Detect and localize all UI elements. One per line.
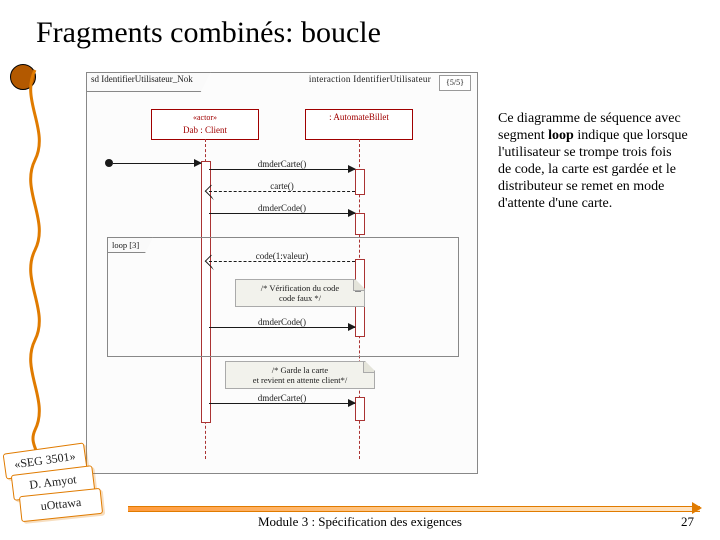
lifeline-head-client: «actor» Dab : Client bbox=[151, 109, 259, 140]
message-call: dmderCarte() bbox=[209, 393, 355, 405]
badge-stack: «SEG 3501» D. Amyot uOttawa bbox=[4, 448, 124, 520]
message-call: dmderCode() bbox=[209, 203, 355, 215]
lifeline-name: : AutomateBillet bbox=[329, 112, 389, 122]
frame-label: sd IdentifierUtilisateur_Nok bbox=[86, 72, 211, 92]
explanation-paragraph: Ce diagramme de séquence avec segment lo… bbox=[498, 110, 688, 212]
footer: Module 3 : Spécification des exigences 2… bbox=[0, 514, 720, 532]
found-message-icon bbox=[105, 159, 113, 167]
comment-line: /* Vérification du code bbox=[261, 283, 339, 293]
activation-bar bbox=[355, 397, 365, 421]
activation-bar bbox=[355, 169, 365, 195]
comment-line: /* Garde la carte bbox=[272, 365, 328, 375]
note-fold-icon bbox=[363, 362, 374, 373]
loop-label: loop [3] bbox=[107, 237, 153, 253]
message-label: dmderCarte() bbox=[258, 393, 306, 403]
footer-module: Module 3 : Spécification des exigences bbox=[0, 514, 720, 530]
message-reply: carte() bbox=[209, 181, 355, 193]
lifeline-name: Dab : Client bbox=[183, 125, 227, 135]
message-label: dmderCode() bbox=[258, 203, 306, 213]
sequence-diagram-frame: sd IdentifierUtilisateur_Nok interaction… bbox=[86, 72, 478, 474]
message-call: dmderCode() bbox=[209, 317, 355, 329]
interaction-label: interaction IdentifierUtilisateur bbox=[309, 74, 431, 84]
message-reply: code(1:valeur) bbox=[209, 251, 355, 263]
lifeline-head-automate: : AutomateBillet bbox=[305, 109, 413, 140]
message-label: dmderCarte() bbox=[258, 159, 306, 169]
decor-wavy-line bbox=[18, 70, 52, 460]
message-label: dmderCode() bbox=[258, 317, 306, 327]
message-label: code(1:valeur) bbox=[256, 251, 308, 261]
message-found bbox=[113, 153, 201, 165]
footer-pageno: 27 bbox=[681, 514, 694, 530]
message-label: carte() bbox=[270, 181, 293, 191]
comment-line: code faux */ bbox=[279, 293, 321, 303]
para-bold: loop bbox=[548, 128, 574, 143]
arrow-right-icon bbox=[692, 502, 702, 514]
comment-anchor bbox=[355, 291, 361, 292]
comment-note: /* Vérification du code code faux */ bbox=[235, 279, 365, 307]
comment-line: et revient en attente client*/ bbox=[253, 375, 347, 385]
slide-title: Fragments combinés: boucle bbox=[36, 16, 381, 50]
footer-divider bbox=[128, 506, 700, 510]
message-call: dmderCarte() bbox=[209, 159, 355, 171]
lifeline-stereotype: «actor» bbox=[152, 111, 258, 124]
comment-note: /* Garde la carte et revient en attente … bbox=[225, 361, 375, 389]
activation-bar bbox=[355, 213, 365, 235]
diagram-ref-tag: {5/5} bbox=[439, 75, 471, 91]
